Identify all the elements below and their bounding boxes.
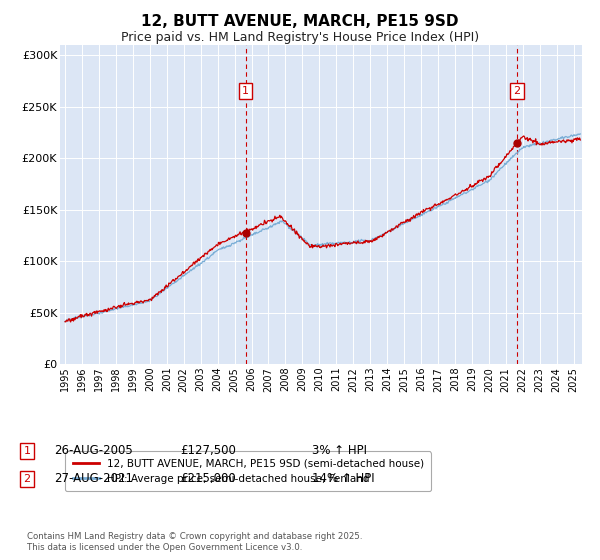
- Text: 1: 1: [23, 446, 31, 456]
- Text: Contains HM Land Registry data © Crown copyright and database right 2025.
This d: Contains HM Land Registry data © Crown c…: [27, 532, 362, 552]
- Text: 12, BUTT AVENUE, MARCH, PE15 9SD: 12, BUTT AVENUE, MARCH, PE15 9SD: [141, 14, 459, 29]
- Text: Price paid vs. HM Land Registry's House Price Index (HPI): Price paid vs. HM Land Registry's House …: [121, 31, 479, 44]
- Text: £127,500: £127,500: [180, 444, 236, 458]
- Text: 2: 2: [23, 474, 31, 484]
- Text: 14% ↑ HPI: 14% ↑ HPI: [312, 472, 374, 486]
- Text: £215,000: £215,000: [180, 472, 236, 486]
- Legend: 12, BUTT AVENUE, MARCH, PE15 9SD (semi-detached house), HPI: Average price, semi: 12, BUTT AVENUE, MARCH, PE15 9SD (semi-d…: [65, 451, 431, 491]
- Text: 26-AUG-2005: 26-AUG-2005: [54, 444, 133, 458]
- Text: 1: 1: [242, 86, 249, 96]
- Text: 3% ↑ HPI: 3% ↑ HPI: [312, 444, 367, 458]
- Text: 2: 2: [513, 86, 520, 96]
- Text: 27-AUG-2021: 27-AUG-2021: [54, 472, 133, 486]
